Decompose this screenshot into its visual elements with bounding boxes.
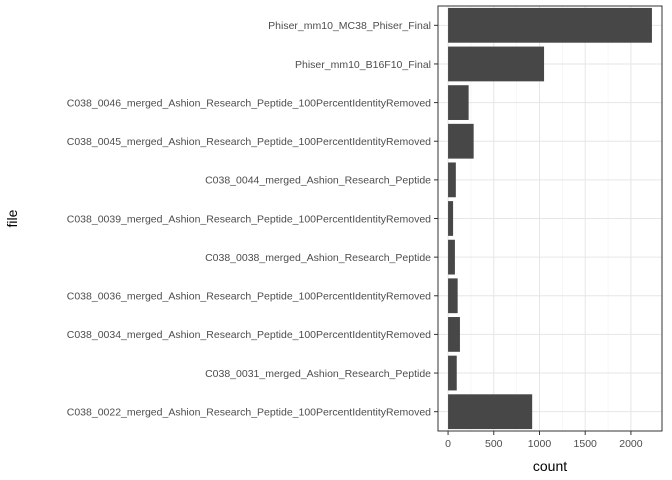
y-axis: Phiser_mm10_MC38_Phiser_Final Phiser_mm10…	[67, 20, 438, 418]
y-tick-label: C038_0046_merged_Ashion_Research_Peptide…	[67, 97, 431, 109]
x-tick-label: 500	[485, 438, 503, 450]
y-tick-label: Phiser_mm10_MC38_Phiser_Final	[268, 20, 431, 32]
bar	[448, 355, 457, 391]
bar	[448, 239, 455, 275]
bar	[448, 46, 545, 82]
bar	[448, 317, 460, 352]
y-tick-label: Phiser_mm10_B16F10_Final	[295, 59, 431, 71]
x-tick-label: 1000	[528, 438, 552, 450]
bars	[448, 7, 652, 430]
y-axis-title: file	[4, 209, 20, 227]
bar	[448, 201, 454, 236]
bar	[448, 85, 469, 120]
x-axis: 0 500 1000 1500 2000	[445, 431, 643, 450]
bar	[448, 394, 533, 430]
y-tick-label: C038_0031_merged_Ashion_Research_Peptide	[205, 368, 431, 380]
y-tick-label: C038_0045_merged_Ashion_Research_Peptide…	[67, 136, 431, 148]
y-tick-label: C038_0034_merged_Ashion_Research_Peptide…	[67, 329, 431, 341]
y-tick-label: C038_0039_merged_Ashion_Research_Peptide…	[67, 213, 431, 225]
bar	[448, 123, 474, 159]
x-tick-label: 2000	[619, 438, 643, 450]
y-tick-label: C038_0044_merged_Ashion_Research_Peptide	[205, 175, 431, 187]
bar	[448, 278, 458, 314]
y-tick-label: C038_0036_merged_Ashion_Research_Peptide…	[67, 291, 431, 303]
x-tick-label: 0	[445, 438, 451, 450]
bar	[448, 162, 456, 198]
x-tick-label: 1500	[574, 438, 598, 450]
y-tick-label: C038_0038_merged_Ashion_Research_Peptide	[205, 252, 431, 264]
y-tick-label: C038_0022_merged_Ashion_Research_Peptide…	[67, 406, 431, 418]
x-axis-title: count	[533, 458, 567, 474]
bar	[448, 7, 652, 43]
